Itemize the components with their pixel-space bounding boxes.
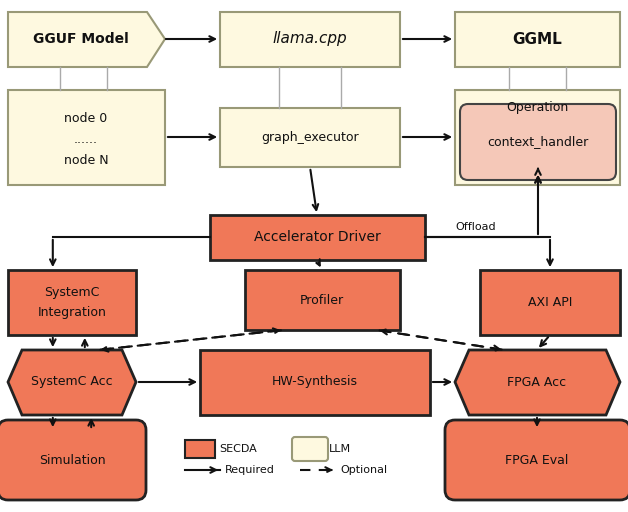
Text: AXI API: AXI API <box>528 295 572 309</box>
FancyBboxPatch shape <box>460 104 616 180</box>
Text: LLM: LLM <box>329 444 351 454</box>
FancyBboxPatch shape <box>0 420 146 500</box>
Text: FPGA Acc: FPGA Acc <box>507 375 566 389</box>
Text: Integration: Integration <box>38 306 106 319</box>
FancyBboxPatch shape <box>245 270 400 330</box>
Text: ......: ...... <box>74 133 98 146</box>
Text: llama.cpp: llama.cpp <box>273 32 347 47</box>
Text: FPGA Eval: FPGA Eval <box>506 454 569 466</box>
Text: Required: Required <box>225 465 275 475</box>
Polygon shape <box>8 350 136 415</box>
Text: GGML: GGML <box>512 32 562 47</box>
FancyBboxPatch shape <box>220 108 400 167</box>
Text: Profiler: Profiler <box>300 293 344 307</box>
Text: Offload: Offload <box>455 222 495 232</box>
Polygon shape <box>455 350 620 415</box>
Text: graph_executor: graph_executor <box>261 131 359 143</box>
Text: node 0: node 0 <box>65 112 107 125</box>
FancyBboxPatch shape <box>445 420 628 500</box>
Text: HW-Synthesis: HW-Synthesis <box>272 375 358 389</box>
FancyBboxPatch shape <box>455 90 620 185</box>
FancyBboxPatch shape <box>480 270 620 335</box>
Text: GGUF Model: GGUF Model <box>33 32 129 46</box>
Polygon shape <box>8 12 165 67</box>
FancyBboxPatch shape <box>185 440 215 458</box>
Text: Optional: Optional <box>340 465 387 475</box>
Text: node N: node N <box>63 154 108 167</box>
Text: Simulation: Simulation <box>39 454 106 466</box>
Text: SystemC Acc: SystemC Acc <box>31 375 113 389</box>
FancyBboxPatch shape <box>210 215 425 260</box>
FancyBboxPatch shape <box>8 270 136 335</box>
Text: Accelerator Driver: Accelerator Driver <box>254 230 381 244</box>
FancyBboxPatch shape <box>200 350 430 415</box>
FancyBboxPatch shape <box>292 437 328 461</box>
Text: context_handler: context_handler <box>487 136 588 148</box>
Text: SECDA: SECDA <box>219 444 257 454</box>
FancyBboxPatch shape <box>8 90 165 185</box>
FancyBboxPatch shape <box>455 12 620 67</box>
Text: Operation: Operation <box>506 101 568 115</box>
FancyBboxPatch shape <box>220 12 400 67</box>
Text: SystemC: SystemC <box>45 286 100 299</box>
